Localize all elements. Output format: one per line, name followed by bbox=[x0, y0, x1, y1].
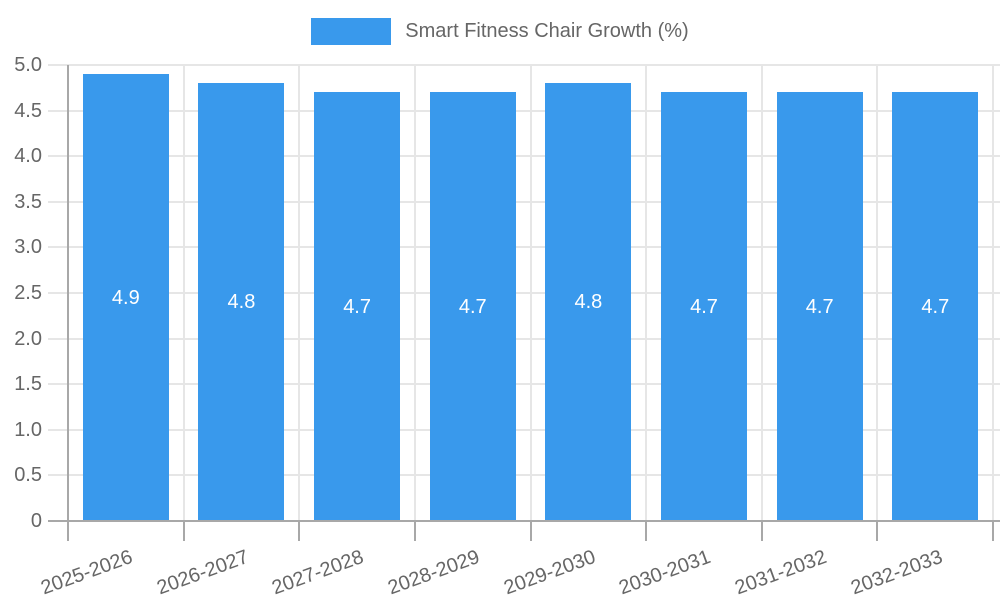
legend[interactable]: Smart Fitness Chair Growth (%) bbox=[0, 18, 1000, 45]
gridline bbox=[48, 155, 1000, 158]
gridline bbox=[48, 246, 1000, 249]
y-axis-tick-label: 3.5 bbox=[14, 190, 42, 213]
x-axis-tick bbox=[529, 521, 532, 541]
x-axis-tick bbox=[645, 521, 648, 541]
y-axis-tick-label: 3.0 bbox=[14, 236, 42, 259]
bar-value-label: 4.9 bbox=[111, 286, 140, 309]
bar-value-label: 4.8 bbox=[574, 291, 603, 314]
bar-value-label: 4.7 bbox=[805, 295, 834, 318]
gridline bbox=[413, 65, 416, 521]
bar-2030-2031[interactable] bbox=[661, 92, 748, 520]
y-axis-tick-label: 0.5 bbox=[14, 464, 42, 487]
x-axis-tick bbox=[992, 521, 995, 541]
bar-value-label: 4.8 bbox=[227, 291, 256, 314]
gridline bbox=[48, 474, 1000, 477]
bar-2027-2028[interactable] bbox=[314, 92, 401, 520]
gridline bbox=[760, 65, 763, 521]
y-axis-tick-label: 2.5 bbox=[14, 282, 42, 304]
y-axis-tick-label: 1.5 bbox=[14, 373, 42, 396]
y-axis-tick-label: 4.0 bbox=[14, 145, 42, 168]
x-axis-tick bbox=[182, 521, 185, 541]
x-axis-tick bbox=[298, 521, 301, 541]
gridline bbox=[645, 65, 648, 521]
gridline bbox=[48, 383, 1000, 386]
x-axis-tick-label-text: 2032-2033 bbox=[847, 545, 946, 600]
gridline bbox=[48, 200, 1000, 203]
x-axis-tick-label-text: 2030-2031 bbox=[616, 545, 714, 600]
bar-2031-2032[interactable] bbox=[776, 92, 863, 520]
gridline bbox=[992, 65, 995, 521]
x-axis-tick bbox=[876, 521, 879, 541]
bar-value-label: 4.7 bbox=[343, 295, 371, 318]
bar-2026-2027[interactable] bbox=[198, 83, 285, 520]
bar-value-label: 4.7 bbox=[458, 295, 487, 318]
y-axis-tick-label: 2.0 bbox=[14, 327, 42, 350]
gridline bbox=[48, 292, 1000, 294]
gridline bbox=[48, 337, 1000, 340]
legend-swatch bbox=[311, 18, 392, 45]
x-axis-tick-label-text: 2031-2032 bbox=[732, 545, 830, 600]
gridline bbox=[876, 65, 879, 521]
gridline bbox=[298, 65, 301, 521]
x-axis-tick-label-text: 2028-2029 bbox=[385, 545, 483, 600]
bar-2028-2029[interactable] bbox=[429, 92, 516, 520]
x-axis-tick-label-text: 2029-2030 bbox=[500, 545, 599, 600]
gridline bbox=[529, 65, 532, 521]
gridline bbox=[48, 64, 1000, 66]
gridline bbox=[48, 428, 1000, 431]
gridline bbox=[48, 109, 1000, 112]
bar-value-label: 4.7 bbox=[690, 295, 718, 318]
x-axis-tick bbox=[413, 521, 416, 541]
legend-label: Smart Fitness Chair Growth (%) bbox=[405, 20, 689, 42]
x-axis-tick-label-text: 2025-2026 bbox=[38, 545, 136, 600]
y-axis-tick-label: 1.0 bbox=[14, 418, 42, 441]
bar-2029-2030[interactable] bbox=[545, 83, 632, 520]
y-axis-tick-label: 0 bbox=[30, 510, 42, 532]
gridline bbox=[182, 65, 185, 521]
x-axis-tick bbox=[760, 521, 763, 541]
bar-value-label: 4.7 bbox=[921, 295, 950, 318]
y-axis-tick-label: 4.5 bbox=[14, 99, 42, 122]
x-axis-tick-label-text: 2026-2027 bbox=[153, 545, 252, 600]
bar-2025-2026[interactable] bbox=[82, 74, 169, 520]
y-axis-line bbox=[67, 65, 69, 541]
x-axis-tick-label-text: 2027-2028 bbox=[269, 545, 367, 600]
y-axis-tick-label: 5.0 bbox=[14, 54, 42, 76]
x-axis-line bbox=[48, 520, 1000, 522]
bar-2032-2033[interactable] bbox=[892, 92, 979, 520]
